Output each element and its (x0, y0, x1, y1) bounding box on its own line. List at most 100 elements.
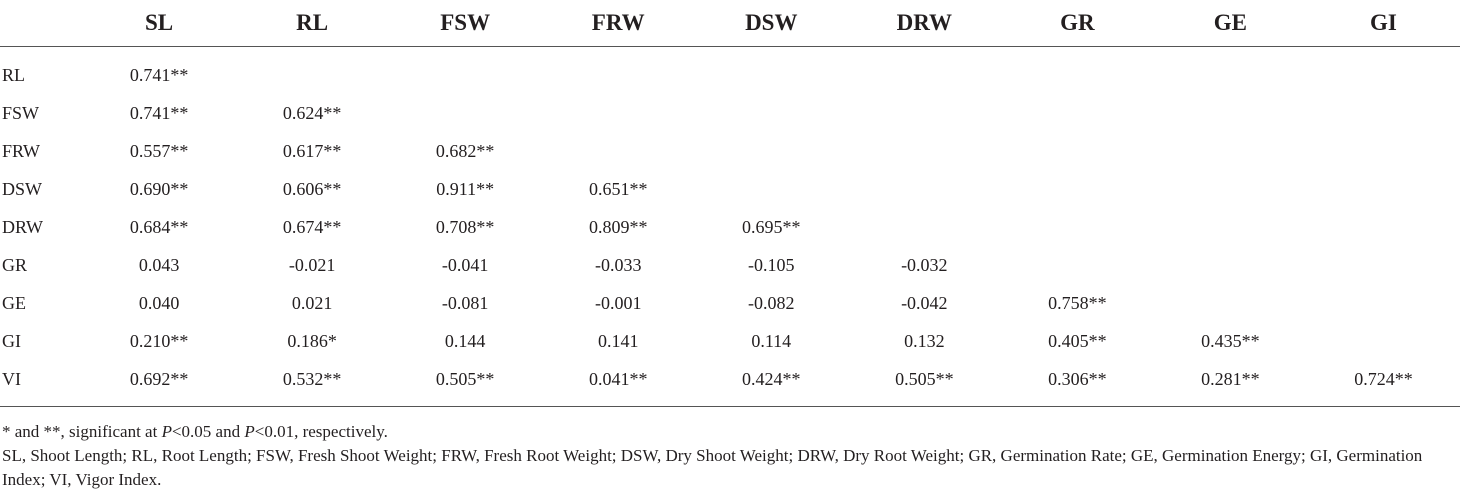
table-cell: 0.424** (694, 360, 848, 408)
table-cell: 0.692** (82, 360, 236, 408)
table-cell (1001, 246, 1154, 284)
table-cell: 0.606** (282, 179, 342, 200)
p-symbol: P (161, 422, 172, 441)
table-cell: -0.082 (748, 292, 795, 313)
table-cell: 0.911** (436, 179, 495, 200)
table-cell (1154, 171, 1307, 209)
row-label: VI (0, 360, 83, 408)
table-cell: 0.690** (129, 179, 189, 200)
table-cell: 0.758** (1048, 292, 1107, 313)
table-row: GR 0.043 -0.021 -0.041 -0.033 -0.105 -0.032 (0, 246, 1460, 284)
column-header-rl: RL (235, 0, 389, 47)
column-header-drw: DRW (847, 0, 1001, 47)
table-cell: 0.505** (388, 360, 542, 408)
table-cell (1154, 47, 1307, 95)
table-row: DRW 0.684** 0.674** 0.708** 0.809** 0.695** (0, 209, 1460, 247)
table-cell: 0.144 (444, 330, 486, 351)
table-cell (236, 47, 389, 95)
table-cell (695, 47, 848, 95)
table-cell: -0.001 (594, 292, 642, 313)
header-corner (0, 0, 83, 47)
table-cell (1154, 284, 1307, 322)
table-body: RL 0.741** FSW 0.741** 0.624** FRW 0.557** 0.61… (0, 47, 1460, 408)
table-cell: 0.141 (597, 330, 639, 351)
table-cell (389, 95, 542, 133)
row-label: RL (2, 65, 26, 86)
table-cell: -0.081 (441, 292, 489, 313)
table-cell: 0.557** (129, 141, 189, 162)
table-cell: 0.040 (138, 292, 180, 313)
table-cell (1154, 95, 1307, 133)
table-cell (1307, 284, 1460, 322)
table-cell (1001, 133, 1154, 171)
table-cell (1307, 209, 1460, 247)
column-header-gr: GR (1000, 0, 1154, 47)
table-cell (1001, 209, 1154, 247)
table-cell: 0.532** (235, 360, 389, 408)
significance-note-mid: <0.05 and (171, 422, 245, 441)
table-cell (848, 133, 1001, 171)
table-row: GI 0.210** 0.186* 0.144 0.141 0.114 0.132 0.405… (0, 322, 1460, 360)
table-cell: -0.033 (594, 254, 642, 275)
table-cell: 0.695** (742, 217, 801, 237)
column-header-sl: SL (82, 0, 236, 47)
table-cell (1307, 171, 1460, 209)
row-label: GI (2, 330, 21, 351)
table-row: FRW 0.557** 0.617** 0.682** (0, 133, 1460, 171)
table-row: VI 0.692** 0.532** 0.505** 0.041** 0.424** 0.5… (0, 360, 1460, 408)
table-cell (1307, 95, 1460, 133)
table-cell: 0.021 (291, 292, 333, 313)
table-cell: 0.741** (129, 65, 189, 86)
table-cell (1307, 133, 1460, 171)
table-cell (389, 47, 542, 95)
table-cell: 0.114 (751, 330, 792, 351)
table-cell (542, 133, 695, 171)
table-cell (1001, 171, 1154, 209)
table-cell (695, 171, 848, 209)
table-cell: -0.105 (748, 254, 795, 275)
table-cell: 0.741** (129, 103, 189, 124)
row-label: DSW (2, 179, 42, 200)
table-cell: 0.186* (287, 330, 337, 351)
header-row: SL RL FSW FRW DSW DRW GR GE GI (0, 0, 1460, 47)
table-cell (848, 171, 1001, 209)
table-cell: -0.032 (901, 254, 948, 275)
column-header-dsw: DSW (694, 0, 848, 47)
table-cell: 0.674** (282, 217, 342, 237)
p-symbol: P (244, 422, 255, 441)
table-cell: 0.724** (1306, 360, 1460, 408)
row-label: GR (2, 254, 28, 275)
correlation-table: SL RL FSW FRW DSW DRW GR GE GI RL 0.741** FSW 0.741… (0, 0, 1460, 408)
table-cell (1307, 246, 1460, 284)
table-cell: 0.210** (129, 330, 189, 351)
table-cell: 0.132 (904, 330, 945, 351)
table-cell (542, 95, 695, 133)
table-cell: 0.651** (588, 179, 648, 200)
table-footnotes: * and **, significant at P<0.05 and P<0.… (2, 420, 1458, 492)
table-cell: -0.042 (901, 292, 948, 313)
row-label: FSW (2, 103, 40, 124)
table-cell (848, 95, 1001, 133)
table-cell (1307, 322, 1460, 360)
table-cell (1154, 209, 1307, 247)
table-row: DSW 0.690** 0.606** 0.911** 0.651** (0, 171, 1460, 209)
table-cell: 0.684** (129, 217, 189, 237)
table-cell (1307, 47, 1460, 95)
column-header-fsw: FSW (388, 0, 542, 47)
table-cell: -0.041 (441, 254, 489, 275)
table-cell: 0.505** (847, 360, 1001, 408)
table-row: RL 0.741** (0, 47, 1460, 95)
table-cell: 0.405** (1048, 330, 1107, 351)
significance-note: * and **, significant at P<0.05 and P<0.… (2, 420, 1458, 444)
table-cell (848, 209, 1001, 247)
table-cell: 0.435** (1201, 330, 1260, 351)
column-header-ge: GE (1153, 0, 1307, 47)
significance-note-suffix: <0.01, respectively. (254, 422, 388, 441)
row-label: DRW (2, 217, 44, 237)
column-header-frw: FRW (541, 0, 695, 47)
table-cell (542, 47, 695, 95)
table-cell: 0.043 (138, 254, 180, 275)
table-cell (695, 95, 848, 133)
table-cell: 0.624** (282, 103, 342, 124)
table-cell: 0.809** (588, 217, 648, 237)
